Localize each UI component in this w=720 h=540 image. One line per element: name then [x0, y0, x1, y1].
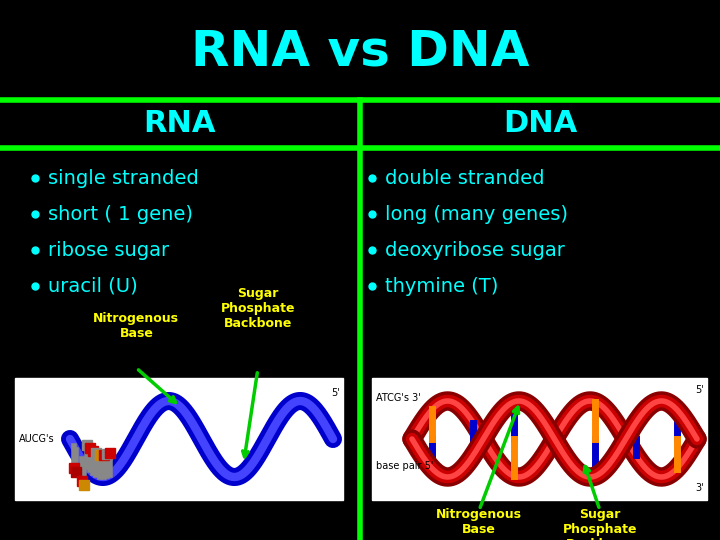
Text: thymine (T): thymine (T)	[385, 276, 498, 295]
Text: DNA: DNA	[503, 110, 577, 138]
Text: short ( 1 gene): short ( 1 gene)	[48, 205, 193, 224]
Text: double stranded: double stranded	[385, 168, 544, 187]
Text: RNA vs DNA: RNA vs DNA	[191, 28, 529, 76]
Text: deoxyribose sugar: deoxyribose sugar	[385, 240, 565, 260]
Text: AUCG's: AUCG's	[19, 434, 55, 444]
Text: single stranded: single stranded	[48, 168, 199, 187]
Text: Sugar
Phosphate
Backbone: Sugar Phosphate Backbone	[562, 508, 637, 540]
Text: Nitrogenous
Base: Nitrogenous Base	[436, 508, 522, 536]
Text: long (many genes): long (many genes)	[385, 205, 568, 224]
Text: base pair 5': base pair 5'	[376, 461, 433, 471]
Text: 3': 3'	[696, 483, 704, 493]
Text: ribose sugar: ribose sugar	[48, 240, 169, 260]
Text: RNA: RNA	[144, 110, 216, 138]
Bar	[15, 378, 343, 500]
Text: Nitrogenous
Base: Nitrogenous Base	[94, 312, 179, 340]
Text: Sugar
Phosphate
Backbone: Sugar Phosphate Backbone	[220, 287, 295, 330]
Text: ATCG's 3': ATCG's 3'	[376, 393, 420, 403]
Text: 5': 5'	[696, 385, 704, 395]
Text: uracil (U): uracil (U)	[48, 276, 138, 295]
Text: 5': 5'	[331, 388, 340, 398]
Bar	[372, 378, 707, 500]
